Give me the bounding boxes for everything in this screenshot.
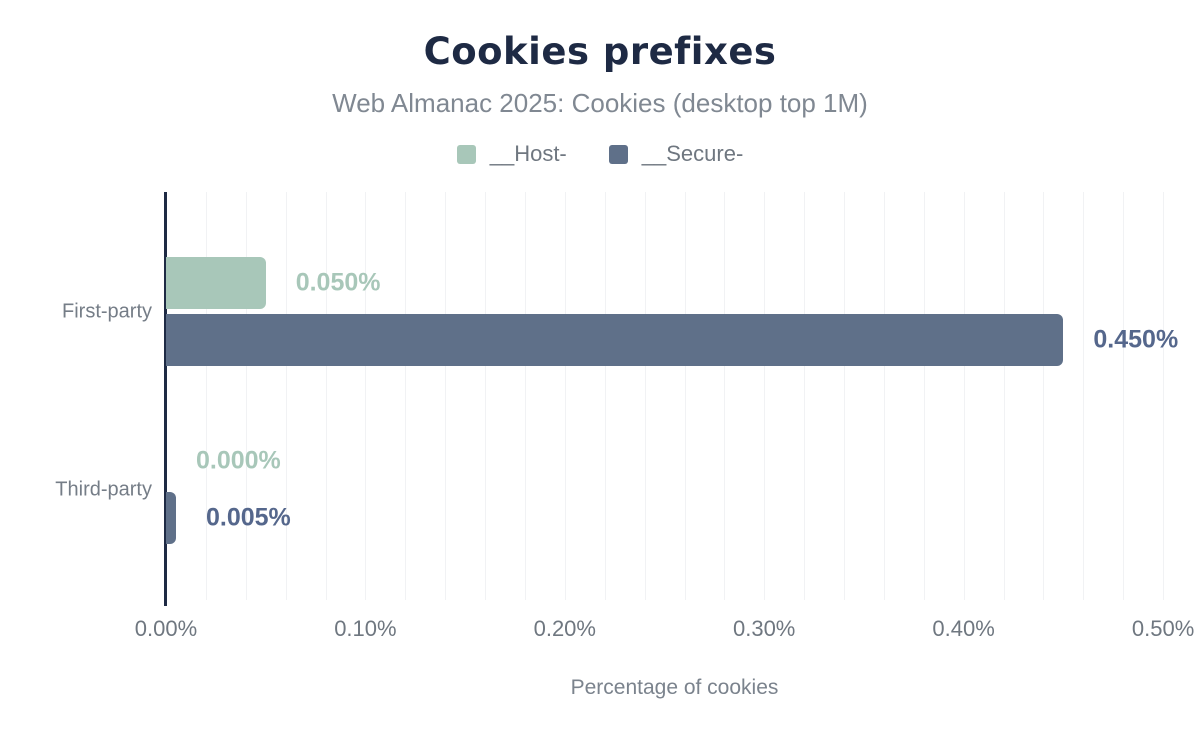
gridline <box>1003 192 1005 600</box>
value-label: 0.000% <box>196 446 281 475</box>
value-label: 0.005% <box>206 503 291 532</box>
gridline <box>285 192 287 600</box>
gridline <box>245 192 247 600</box>
gridline <box>963 192 965 600</box>
gridline <box>844 192 845 600</box>
gridline <box>883 192 885 600</box>
plot-area: First-party 0.050% 0.450% Third-party 0.000%… <box>55 192 1194 641</box>
legend: __Host- __Secure- <box>0 141 1200 167</box>
gridline <box>365 192 367 600</box>
legend-item-secure: __Secure- <box>608 141 744 167</box>
gridline <box>1043 192 1045 600</box>
x-tick-label: 0.50% <box>1131 616 1195 641</box>
host-swatch-icon <box>456 144 476 164</box>
gridline <box>485 192 487 600</box>
x-tick-label: 0.30% <box>732 616 796 641</box>
gridline <box>604 192 606 600</box>
gridline <box>724 192 726 600</box>
gridline <box>1163 192 1165 600</box>
gridline <box>923 192 925 600</box>
gridline <box>1123 192 1125 600</box>
x-tick-label: 0.20% <box>533 616 596 641</box>
x-tick-label: 0.10% <box>334 616 397 641</box>
category-label: Third-party <box>55 478 152 500</box>
legend-item-host: __Host- <box>456 141 567 167</box>
chart-subtitle: Web Almanac 2025: Cookies (desktop top 1… <box>332 88 868 118</box>
gridline <box>764 192 766 600</box>
secure-swatch-icon <box>608 144 628 164</box>
legend-label-secure: __Secure- <box>641 141 744 166</box>
gridline <box>524 192 526 600</box>
value-label: 0.450% <box>1093 325 1179 354</box>
gridline <box>804 192 806 600</box>
gridline <box>205 192 207 600</box>
value-label: 0.050% <box>295 268 381 297</box>
gridline <box>644 192 646 600</box>
bar <box>166 314 1064 366</box>
gridline <box>1083 192 1085 600</box>
chart-title: Cookies prefixes <box>423 30 777 73</box>
gridline <box>405 192 407 600</box>
y-axis-line <box>164 192 167 606</box>
bar <box>166 257 266 309</box>
x-tick-label: 0.00% <box>134 616 198 641</box>
x-tick-label: 0.40% <box>932 616 995 641</box>
gridline <box>445 192 447 600</box>
gridline <box>684 192 686 600</box>
gridline <box>564 192 566 600</box>
bar <box>166 492 176 544</box>
legend-label-host: __Host- <box>489 141 567 166</box>
x-axis-title: Percentage of cookies <box>570 676 779 699</box>
gridline <box>325 192 327 600</box>
category-label: First-party <box>62 300 152 322</box>
